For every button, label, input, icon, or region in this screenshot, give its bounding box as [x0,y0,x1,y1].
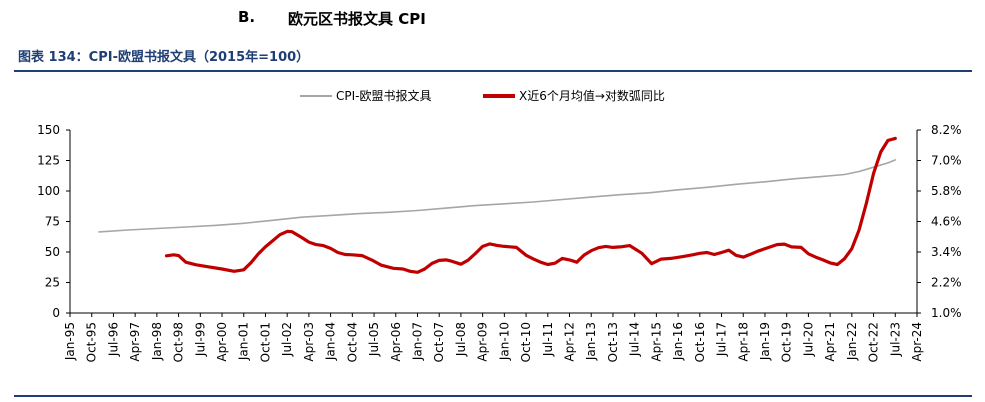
x-tick-label: Jul-99 [193,322,207,357]
x-tick-label: Oct-16 [693,322,707,362]
figure-caption: 图表 134：CPI-欧盟书报文具（2015年=100） [18,50,310,65]
x-tick-label: Oct-01 [258,322,272,362]
left-tick-label: 25 [45,276,60,290]
caption-divider [14,70,972,72]
series-layer [98,136,897,274]
series-line-yoy [164,136,897,274]
x-tick-label: Apr-12 [563,322,577,362]
x-tick-label: Jan-22 [845,322,859,361]
x-tick-label: Jul-05 [367,322,381,357]
right-tick-label: 8.2% [931,123,962,137]
x-tick-label: Jul-17 [715,322,729,357]
x-tick-label: Oct-13 [606,322,620,362]
x-tick-label: Apr-97 [128,322,142,362]
chart-axes [69,130,918,314]
x-tick-label: Jan-07 [410,322,424,361]
bottom-divider [14,395,972,397]
x-axis-ticks: Jan-95 Oct-95 Jul-96 Apr-97 Jan-98 Oct-98 Jul-… [63,313,924,362]
right-tick-label: 1.0% [931,306,962,320]
x-tick-label: Jul-96 [106,322,120,357]
right-tick-label: 7.0% [931,154,962,168]
x-tick-label: Oct-07 [432,322,446,362]
x-tick-label: Oct-10 [519,322,533,362]
x-tick-label: Jan-01 [237,322,251,361]
legend-label-yoy: X近6个月均值→对数弧同比 [519,88,665,103]
left-axis-ticks: 0 25 50 75 100 125 150 [37,123,70,320]
left-tick-label: 75 [45,215,60,229]
series-line-cpi [98,159,897,233]
x-tick-label: Jan-04 [324,322,338,361]
legend-label-cpi: CPI-欧盟书报文具 [336,88,432,103]
x-tick-label: Jul-20 [801,322,815,357]
left-tick-label: 150 [37,123,60,137]
x-tick-label: Oct-22 [867,322,881,362]
x-tick-label: Apr-21 [823,322,837,362]
x-tick-label: Apr-18 [736,322,750,362]
x-tick-label: Jul-14 [628,322,642,357]
x-tick-label: Jan-13 [584,322,598,361]
right-tick-label: 5.8% [931,184,962,198]
x-tick-label: Jul-02 [280,322,294,357]
x-tick-label: Oct-04 [345,322,359,362]
left-tick-label: 0 [52,306,60,320]
x-tick-label: Jan-10 [497,322,511,361]
x-tick-label: Apr-15 [649,322,663,362]
x-tick-label: Jan-19 [758,322,772,361]
x-tick-label: Jul-23 [888,322,902,357]
x-tick-label: Apr-24 [910,322,924,362]
x-tick-label: Oct-95 [85,322,99,362]
section-letter: B. [238,8,256,26]
right-tick-label: 3.4% [931,245,962,259]
right-axis-ticks: 1.0% 2.2% 3.4% 4.6% 5.8% 7.0% 8.2% [917,123,962,320]
x-tick-label: Jul-11 [541,322,555,357]
left-tick-label: 50 [45,245,60,259]
x-tick-label: Apr-03 [302,322,316,362]
right-tick-label: 2.2% [931,276,962,290]
section-title: 欧元区书报文具 CPI [288,10,426,28]
chart-legend: CPI-欧盟书报文具 X近6个月均值→对数弧同比 [300,88,665,103]
x-tick-label: Apr-09 [476,322,490,362]
x-tick-label: Apr-00 [215,322,229,362]
left-tick-label: 125 [37,154,60,168]
x-tick-label: Jan-95 [63,322,77,361]
x-tick-label: Oct-98 [172,322,186,362]
section-header: B. 欧元区书报文具 CPI [0,4,985,30]
x-tick-label: Jul-08 [454,322,468,357]
x-tick-label: Jan-16 [671,322,685,361]
x-tick-label: Oct-19 [780,322,794,362]
x-tick-label: Apr-06 [389,322,403,362]
left-tick-label: 100 [37,184,60,198]
x-tick-label: Jan-98 [150,322,164,361]
right-tick-label: 4.6% [931,215,962,229]
